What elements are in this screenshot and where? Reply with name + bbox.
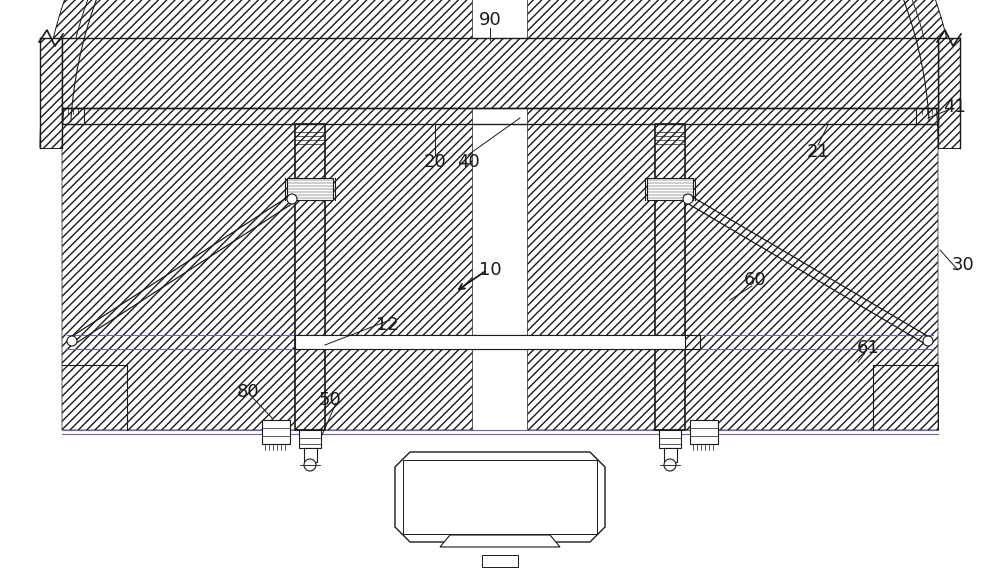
Circle shape	[664, 459, 676, 471]
Bar	[647, 178, 693, 200]
Bar	[62, 108, 84, 124]
Bar	[295, 335, 685, 349]
Circle shape	[683, 194, 693, 204]
Text: 10: 10	[479, 261, 501, 279]
Text: 21: 21	[807, 143, 829, 161]
Bar	[62, 108, 938, 124]
Text: 60: 60	[744, 271, 766, 289]
Bar	[664, 448, 677, 462]
Bar	[655, 124, 685, 430]
Bar	[287, 178, 333, 200]
Bar	[659, 430, 681, 448]
Bar	[304, 448, 317, 462]
Circle shape	[287, 194, 297, 204]
Bar	[299, 430, 321, 448]
Text: 80: 80	[237, 383, 259, 401]
Bar	[262, 420, 290, 444]
Bar	[916, 108, 938, 124]
Bar	[403, 460, 597, 534]
Text: 50: 50	[319, 391, 341, 409]
Bar	[62, 38, 938, 108]
Polygon shape	[395, 452, 605, 542]
Text: 12: 12	[376, 316, 398, 334]
Polygon shape	[528, 0, 938, 430]
Polygon shape	[873, 365, 938, 430]
Circle shape	[304, 459, 316, 471]
Polygon shape	[40, 0, 960, 148]
Polygon shape	[62, 0, 472, 430]
Polygon shape	[938, 38, 960, 148]
Text: 41: 41	[944, 98, 966, 116]
Bar	[295, 124, 325, 430]
Polygon shape	[40, 38, 62, 148]
Text: 20: 20	[424, 153, 446, 171]
Polygon shape	[62, 365, 127, 430]
Text: 61: 61	[857, 339, 879, 357]
Text: 90: 90	[479, 11, 501, 29]
Polygon shape	[440, 535, 560, 547]
Bar	[482, 555, 518, 567]
Circle shape	[923, 336, 933, 346]
Bar	[295, 335, 700, 349]
Bar	[690, 420, 718, 444]
Text: 30: 30	[952, 256, 974, 274]
Text: 40: 40	[457, 153, 479, 171]
Circle shape	[67, 336, 77, 346]
